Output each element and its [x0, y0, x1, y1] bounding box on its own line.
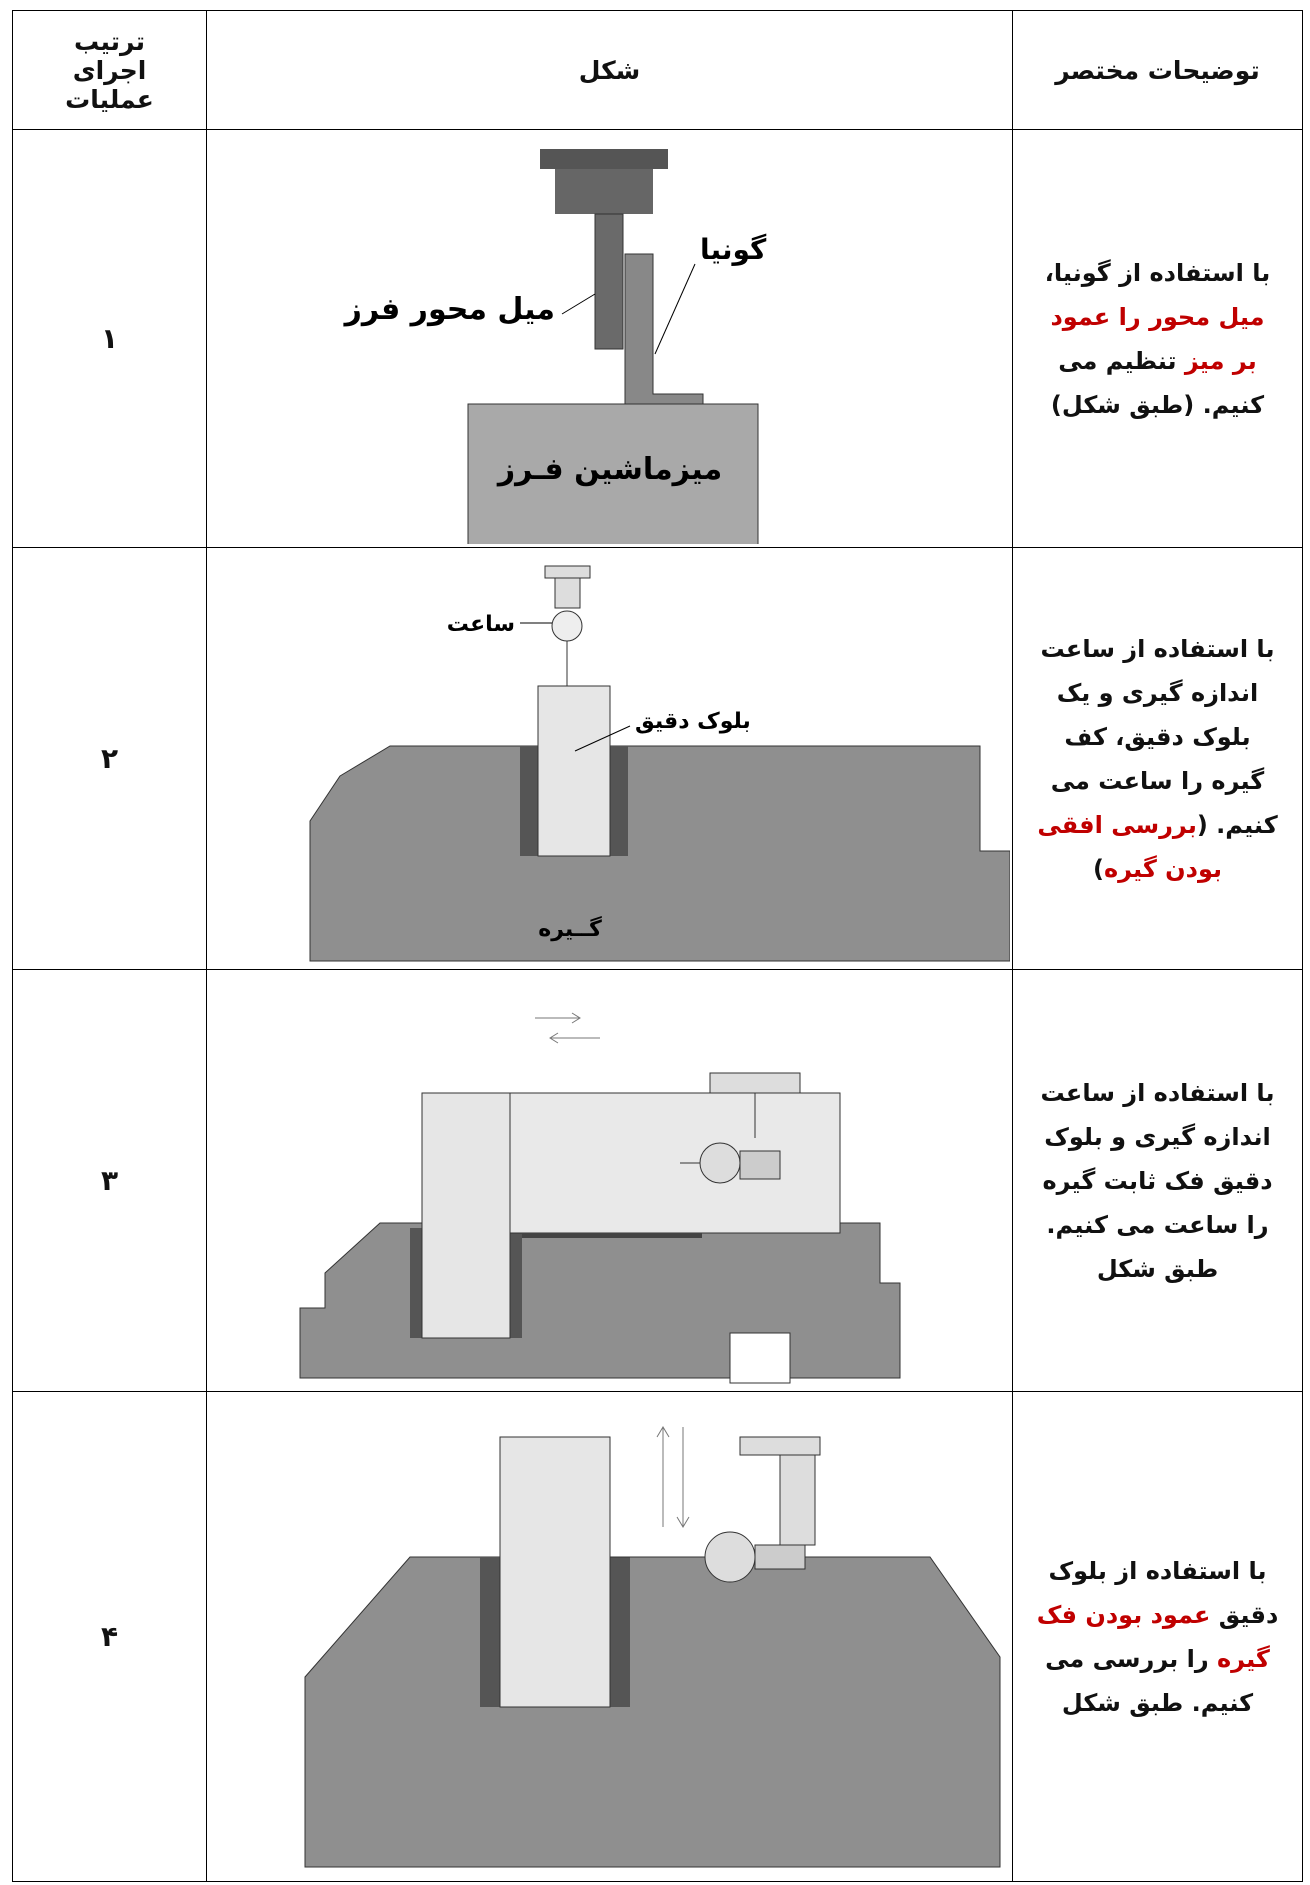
step-number: ۱ [12, 129, 207, 548]
figure: گونیا میل محور فرز میزماشین فـرز [342, 148, 767, 544]
text-segment: ) [1092, 854, 1104, 883]
highlighted-text: عمود بودن فک گیره [1036, 1600, 1270, 1673]
row: ۱ گونیا میل محور فرز میزماشین فـرز با اس… [12, 129, 1303, 548]
highlighted-text: بررسی افقی بودن گیره [1037, 810, 1223, 883]
figure-cell [206, 1391, 1013, 1882]
figure: ساعت بلوک دقیق گــیره [309, 565, 1010, 962]
figure-label: گونیا [700, 233, 767, 266]
text-segment: با استفاده از ساعت اندازه گیری و بلوک دق… [1040, 1078, 1275, 1283]
figure-label: ساعت [446, 612, 514, 637]
text-segment: را بررسی می کنیم. طبق شکل [1045, 1644, 1254, 1717]
description: با استفاده از ساعت اندازه گیری و یک بلوک… [1012, 547, 1303, 970]
figure [304, 1425, 1000, 1867]
header-cell: توضیحات مختصر [1012, 10, 1303, 130]
row: ۳ با استفاده از ساعت اندازه گیری و بلوک … [12, 969, 1303, 1392]
header-cell: ترتیب اجرای عملیات [12, 10, 207, 130]
figure-cell: ساعت بلوک دقیق گــیره [206, 547, 1013, 970]
figure-label: گــیره [538, 915, 602, 942]
text-segment: با استفاده از بلوک دقیق [1048, 1556, 1279, 1629]
text-segment: با استفاده از ساعت اندازه گیری و یک بلوک… [1040, 634, 1278, 839]
figure-label: بلوک دقیق [635, 709, 751, 734]
header-row: ترتیب اجرای عملیات شکل توضیحات مختصر [12, 10, 1303, 130]
text-segment: با استفاده از گونیا، [1044, 258, 1271, 287]
figure-cell: گونیا میل محور فرز میزماشین فـرز [206, 129, 1013, 548]
row: ۲ ساعت بلوک دقیق گــیره با استفاده از سا… [12, 547, 1303, 970]
figure-cell [206, 969, 1013, 1392]
text-segment: تنظیم می کنیم. (طبق شکل) [1050, 346, 1265, 419]
step-number: ۲ [12, 547, 207, 970]
step-number: ۴ [12, 1391, 207, 1882]
description: با استفاده از گونیا، میل محور را عمود بر… [1012, 129, 1303, 548]
figure-label: میل محور فرز [342, 292, 554, 327]
step-number: ۳ [12, 969, 207, 1392]
highlighted-text: میل محور را عمود بر میز [1050, 302, 1265, 375]
header-cell: شکل [206, 10, 1013, 130]
row: ۴ با استفاده از بلوک دقیق عمود بودن فک گ… [12, 1391, 1303, 1882]
figure [299, 1012, 900, 1384]
figure-label: میزماشین فـرز [495, 452, 721, 487]
description: با استفاده از ساعت اندازه گیری و بلوک دق… [1012, 969, 1303, 1392]
setup-table: ترتیب اجرای عملیات شکل توضیحات مختصر ۱ گ… [12, 10, 1303, 1882]
description: با استفاده از بلوک دقیق عمود بودن فک گیر… [1012, 1391, 1303, 1882]
